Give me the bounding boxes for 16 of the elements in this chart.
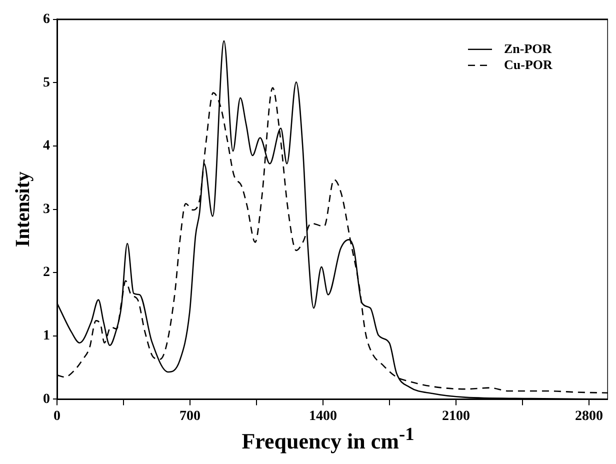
legend-label: Cu-POR bbox=[504, 56, 553, 72]
y-tick-label: 1 bbox=[43, 328, 50, 344]
x-tick-label: 700 bbox=[180, 409, 200, 424]
x-tick-label: 2800 bbox=[575, 409, 603, 424]
y-tick-label: 3 bbox=[43, 202, 50, 217]
y-axis-title: Intensity bbox=[12, 172, 34, 248]
y-tick-label: 4 bbox=[43, 138, 50, 154]
y-tick-label: 6 bbox=[43, 12, 50, 28]
legend-label: Zn-POR bbox=[504, 40, 552, 56]
x-tick-label: 0 bbox=[54, 409, 60, 424]
x-tick-label: 1400 bbox=[309, 409, 337, 424]
x-tick-label: 2100 bbox=[442, 409, 470, 424]
x-axis-title: Frequency in cm$^{-1}$ bbox=[240, 424, 416, 454]
y-tick-label: 0 bbox=[43, 392, 50, 407]
y-tick-label: 5 bbox=[43, 75, 50, 90]
y-tick-label: 2 bbox=[43, 265, 50, 280]
